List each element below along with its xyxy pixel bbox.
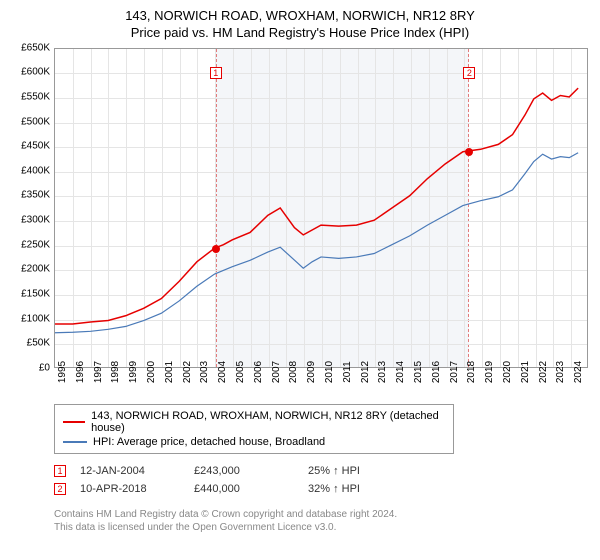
legend-box: 143, NORWICH ROAD, WROXHAM, NORWICH, NR1… bbox=[54, 404, 454, 454]
legend-label-property: 143, NORWICH ROAD, WROXHAM, NORWICH, NR1… bbox=[91, 410, 445, 434]
transaction-row-1: 1 12-JAN-2004 £243,000 25% ↑ HPI bbox=[54, 462, 588, 480]
legend-label-hpi: HPI: Average price, detached house, Broa… bbox=[93, 436, 325, 448]
title-main: 143, NORWICH ROAD, WROXHAM, NORWICH, NR1… bbox=[12, 8, 588, 25]
transaction-marker-2: 2 bbox=[54, 483, 66, 495]
transaction-row-2: 2 10-APR-2018 £440,000 32% ↑ HPI bbox=[54, 480, 588, 498]
legend-swatch-hpi bbox=[63, 441, 87, 443]
footer-attribution: Contains HM Land Registry data © Crown c… bbox=[54, 508, 588, 534]
footer-line-1: Contains HM Land Registry data © Crown c… bbox=[54, 508, 588, 521]
transaction-delta-1: 25% ↑ HPI bbox=[308, 465, 408, 477]
title-sub: Price paid vs. HM Land Registry's House … bbox=[12, 25, 588, 42]
transaction-price-2: £440,000 bbox=[194, 483, 294, 495]
legend-row-property: 143, NORWICH ROAD, WROXHAM, NORWICH, NR1… bbox=[63, 409, 445, 435]
line-layer bbox=[55, 49, 587, 367]
legend-swatch-property bbox=[63, 421, 85, 423]
chart-area: £0£50K£100K£150K£200K£250K£300K£350K£400… bbox=[12, 48, 588, 396]
y-axis: £0£50K£100K£150K£200K£250K£300K£350K£400… bbox=[12, 48, 54, 368]
footer-line-2: This data is licensed under the Open Gov… bbox=[54, 521, 588, 534]
chart-container: 143, NORWICH ROAD, WROXHAM, NORWICH, NR1… bbox=[0, 0, 600, 542]
transaction-delta-2: 32% ↑ HPI bbox=[308, 483, 408, 495]
transaction-date-2: 10-APR-2018 bbox=[80, 483, 180, 495]
transaction-marker-1: 1 bbox=[54, 465, 66, 477]
transaction-date-1: 12-JAN-2004 bbox=[80, 465, 180, 477]
transaction-price-1: £243,000 bbox=[194, 465, 294, 477]
transaction-table: 1 12-JAN-2004 £243,000 25% ↑ HPI 2 10-AP… bbox=[54, 462, 588, 498]
legend-row-hpi: HPI: Average price, detached house, Broa… bbox=[63, 435, 445, 449]
plot-area: 12 bbox=[54, 48, 588, 368]
x-axis: 1995199619971998199920002001200220032004… bbox=[54, 368, 588, 396]
